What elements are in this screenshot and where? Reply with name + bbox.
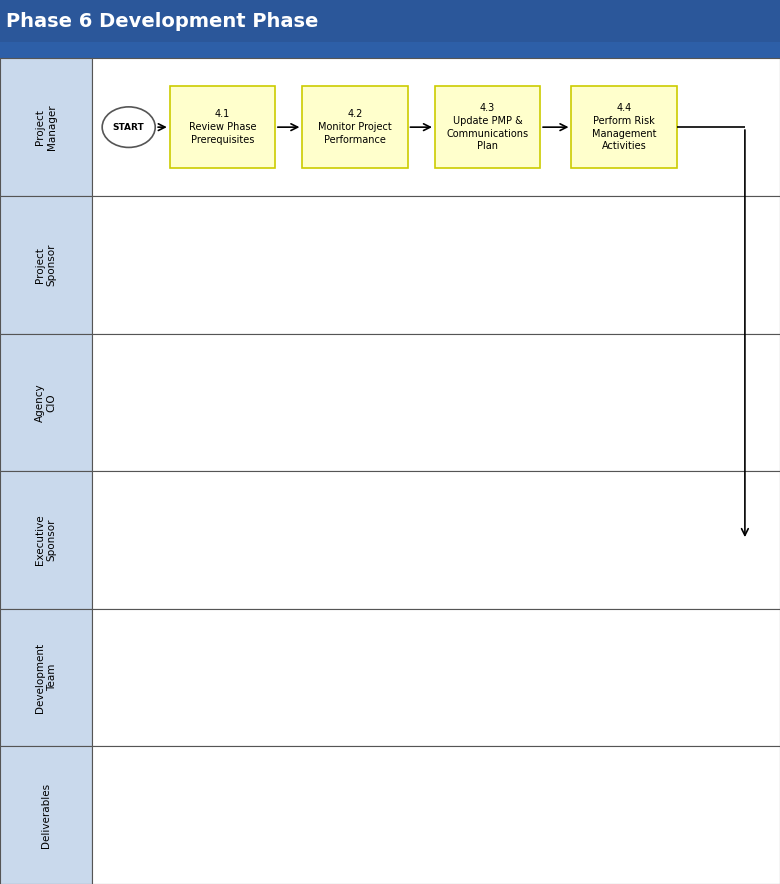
FancyBboxPatch shape — [303, 87, 407, 168]
Text: Deliverables: Deliverables — [41, 782, 51, 848]
Text: Phase 6 Development Phase: Phase 6 Development Phase — [6, 11, 318, 31]
Text: Project
Manager: Project Manager — [35, 104, 57, 150]
FancyBboxPatch shape — [0, 0, 780, 42]
FancyBboxPatch shape — [0, 58, 92, 196]
FancyBboxPatch shape — [571, 87, 677, 168]
Text: Agency
CIO: Agency CIO — [35, 383, 57, 422]
Text: Executive
Sponsor: Executive Sponsor — [35, 514, 57, 565]
FancyBboxPatch shape — [0, 609, 92, 746]
FancyBboxPatch shape — [0, 333, 92, 471]
FancyBboxPatch shape — [0, 746, 92, 884]
FancyBboxPatch shape — [92, 609, 780, 746]
FancyBboxPatch shape — [92, 58, 780, 196]
Ellipse shape — [102, 107, 155, 148]
FancyBboxPatch shape — [92, 746, 780, 884]
FancyBboxPatch shape — [0, 58, 780, 884]
FancyBboxPatch shape — [92, 471, 780, 609]
FancyBboxPatch shape — [169, 87, 275, 168]
FancyBboxPatch shape — [435, 87, 540, 168]
Text: 4.4
Perform Risk
Management
Activities: 4.4 Perform Risk Management Activities — [592, 103, 656, 151]
FancyBboxPatch shape — [92, 196, 780, 333]
Text: START: START — [113, 123, 144, 132]
Text: 4.1
Review Phase
Prerequisites: 4.1 Review Phase Prerequisites — [189, 110, 256, 145]
FancyBboxPatch shape — [0, 42, 780, 58]
Text: 4.2
Monitor Project
Performance: 4.2 Monitor Project Performance — [318, 110, 392, 145]
FancyBboxPatch shape — [0, 196, 92, 333]
Text: Development
Team: Development Team — [35, 643, 57, 713]
FancyBboxPatch shape — [92, 333, 780, 471]
Text: Project
Sponsor: Project Sponsor — [35, 243, 57, 286]
Text: 4.3
Update PMP &
Communications
Plan: 4.3 Update PMP & Communications Plan — [446, 103, 529, 151]
FancyBboxPatch shape — [0, 471, 92, 609]
